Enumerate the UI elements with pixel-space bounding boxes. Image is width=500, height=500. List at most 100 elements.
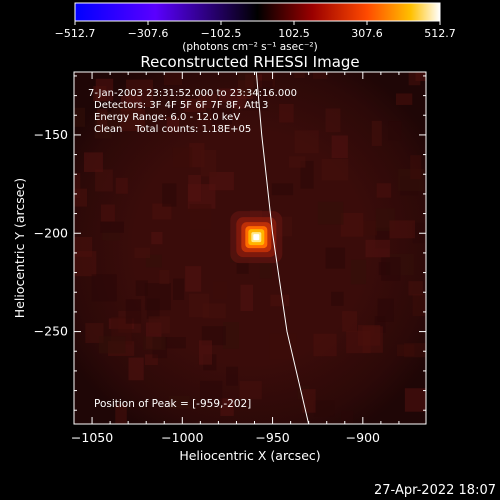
heatmap-pixel-block [371,120,382,146]
heatmap-pixel-block [74,236,93,257]
heatmap-pixel-block [115,404,127,424]
heatmap-pixel-block [209,171,234,191]
heatmap-pixel-block [331,135,348,159]
heatmap-pixel-block [269,333,297,360]
heatmap-pixel-block [95,169,113,192]
heatmap-texture [74,72,426,424]
heatmap-pixel-block [100,221,124,233]
heatmap-pixel-block [294,72,305,79]
colorbar-tick-2: −102.5 [201,27,242,40]
heatmap-pixel-block [331,291,344,306]
heatmap-pixel-block [270,294,290,307]
heatmap-pixel-block [188,293,210,318]
heatmap-pixel-block [100,204,115,222]
colorbar-units: (photons cm⁻² s⁻¹ asec⁻²) [182,41,317,53]
x-tick-label-1: −1000 [161,430,203,445]
heatmap-pixel-block [93,86,107,102]
heatmap-pixel-block [415,72,426,82]
heatmap-pixel-block [325,108,341,133]
heatmap-pixel-block [341,410,354,424]
heatmap-pixel-block [162,183,177,207]
heatmap-pixel-block [74,173,81,199]
annotation-detectors: Detectors: 3F 4F 5F 6F 7F 8F, Att 3 [94,100,268,111]
heatmap-pixel-block [365,239,390,258]
colorbar-gradient [74,2,441,22]
heatmap-pixel-block [350,259,367,285]
heatmap-pixel-block [166,116,180,133]
colorbar-tick-5: 512.7 [424,27,456,40]
heatmap-pixel-block [159,270,170,285]
heatmap-pixel-block [340,212,364,237]
annotation-time: 7-Jan-2003 23:31:52.000 to 23:34:16.000 [88,88,297,99]
heatmap-pixel-block [321,158,349,181]
heatmap-pixel-block [408,281,423,296]
heatmap-pixel-block [120,109,146,132]
heatmap-pixel-block [172,147,193,168]
heatmap-pixel-block [271,183,294,196]
heatmap-pixel-block [376,183,392,198]
heatmap-pixel-block [395,93,413,105]
heatmap-pixel-block [74,107,86,127]
heatmap-pixel-block [91,274,117,302]
heatmap-pixel-block [211,102,232,125]
heatmap-pixel-block [125,299,142,324]
colorbar-tick-4: 307.6 [351,27,383,40]
heatmap-pixel-block [404,343,426,358]
peak-source [230,211,283,264]
heatmap-pixel-block [342,311,358,332]
heatmap-area [74,72,426,424]
colorbar-tick-1: −307.6 [128,27,169,40]
heatmap-pixel-block [163,72,183,86]
heatmap-pixel-block [279,103,294,123]
heatmap-pixel-block [294,130,319,154]
heatmap-pixel-block [185,266,202,292]
heatmap-pixel-block [135,280,148,296]
x-tick-label-3: −900 [346,430,380,445]
x-axis-label: Heliocentric X (arcsec) [179,448,320,463]
heatmap-pixel-block [325,247,346,269]
y-axis-label: Heliocentric Y (arcsec) [12,178,27,318]
heatmap-pixel-block [198,340,213,365]
heatmap-pixel-block [144,354,158,366]
heatmap-pixel-block [199,380,223,407]
heatmap-pixel-block [128,357,144,381]
heatmap-pixel-block [239,381,262,400]
heatmap-pixel-block [115,177,128,194]
annotation-energy: Energy Range: 6.0 - 12.0 keV [94,112,240,123]
y-tick-label-0: −150 [34,127,68,142]
heatmap-pixel-block [169,396,190,409]
y-tick-label-2: −250 [34,324,68,339]
heatmap-pixel-block [288,156,306,168]
solar-limb-line [255,72,310,424]
colorbar-ticks [74,21,441,25]
heatmap-pixel-block [388,121,402,141]
x-ticks [91,72,400,424]
heatmap-pixel-block [200,149,217,177]
heatmap-pixel-block [148,316,170,334]
heatmap-pixel-block [254,80,273,94]
heatmap-pixel-block [312,72,328,79]
heatmap-pixel-block [238,72,259,96]
x-tick-label-0: −1050 [71,430,113,445]
heatmap-pixel-block [173,278,185,301]
heatmap-pixel-block [302,389,316,413]
heatmap-pixel-block [389,220,415,239]
heatmap-pixel-block [300,160,314,189]
heatmap-pixel-block [222,322,239,349]
heatmap-pixel-block [259,261,273,279]
heatmap-pixel-block [410,155,422,180]
heatmap-pixel-block [97,109,108,133]
heatmap-pixel-block [220,398,234,416]
chart-title: Reconstructed RHESSI Image [140,53,359,71]
heatmap-pixel-block [412,293,426,317]
heatmap-pixel-block [143,336,166,351]
peak-intensity-level [253,234,260,241]
heatmap-pixel-block [167,105,180,119]
heatmap-pixel-block [197,114,214,129]
heatmap-pixel-block [381,257,401,281]
annotation-clean: Clean Total counts: 1.18E+05 [94,124,251,135]
heatmap-pixel-block [408,72,421,86]
heatmap-pixel-block [212,281,228,300]
heatmap-pixel-block [346,330,371,354]
heatmap-pixel-block [183,98,207,113]
